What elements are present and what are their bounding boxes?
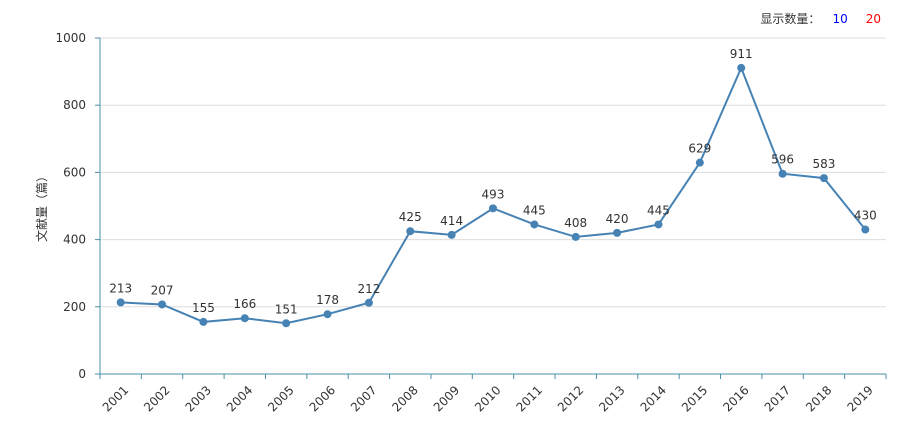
x-tick-label: 2008 (389, 383, 420, 414)
data-label: 178 (316, 293, 339, 307)
x-tick-label: 2003 (183, 383, 214, 414)
x-tick-label: 2006 (307, 383, 338, 414)
x-tick-label: 2001 (100, 383, 131, 414)
data-label: 425 (399, 210, 422, 224)
data-point[interactable] (447, 230, 456, 239)
data-label: 493 (482, 187, 505, 201)
data-label: 583 (812, 157, 835, 171)
y-tick-label: 400 (63, 233, 86, 247)
x-tick-label: 2005 (265, 383, 296, 414)
grid-lines (100, 37, 886, 308)
data-point[interactable] (116, 298, 125, 307)
data-point[interactable] (819, 174, 828, 183)
data-label: 596 (771, 153, 794, 167)
y-tick-label: 800 (63, 98, 86, 112)
x-tick-label: 2019 (844, 383, 875, 414)
data-series (116, 63, 870, 328)
data-point[interactable] (778, 169, 787, 178)
y-tick-label: 0 (78, 367, 86, 381)
display-count-option-20[interactable]: 20 (865, 11, 881, 26)
data-point[interactable] (654, 220, 663, 229)
data-label: 155 (192, 301, 215, 315)
data-point[interactable] (737, 63, 746, 72)
x-tick-label: 2012 (555, 383, 586, 414)
x-tick-label: 2017 (762, 383, 793, 414)
data-label: 414 (440, 214, 463, 228)
y-axis-title: 文献量（篇） (34, 170, 49, 242)
data-point[interactable] (861, 225, 870, 234)
data-label: 629 (688, 142, 711, 156)
data-point[interactable] (364, 298, 373, 307)
display-count-bar: 显示数量： 10 20 (760, 10, 887, 27)
axes (95, 37, 887, 379)
display-count-option-10[interactable]: 10 (832, 11, 848, 26)
data-label: 445 (523, 203, 546, 217)
x-tick-label: 2011 (513, 383, 544, 414)
data-label: 445 (647, 203, 670, 217)
data-point[interactable] (571, 232, 580, 241)
x-tick-label: 2015 (679, 383, 710, 414)
data-point[interactable] (489, 204, 497, 213)
data-label: 911 (730, 47, 753, 61)
data-label: 213 (109, 281, 132, 295)
display-count-label: 显示数量： (760, 12, 821, 26)
x-tick-label: 2013 (596, 383, 627, 414)
x-tick-label: 2004 (224, 383, 255, 414)
data-label: 408 (564, 216, 587, 230)
y-tick-label: 200 (63, 300, 86, 314)
x-tick-label: 2018 (803, 383, 834, 414)
x-tick-label: 2010 (472, 383, 503, 414)
data-label: 166 (233, 297, 256, 311)
data-point[interactable] (406, 227, 415, 236)
data-labels: 213 207 155 166 151 178 212 425 414 493 445 408 420 4… (109, 47, 877, 316)
x-tick-label: 2016 (720, 383, 751, 414)
y-tick-labels: 0 200 400 600 800 1000 (55, 31, 86, 381)
data-point[interactable] (530, 220, 539, 229)
data-point[interactable] (695, 158, 704, 167)
x-tick-label: 2009 (431, 383, 462, 414)
x-tick-label: 2002 (141, 383, 172, 414)
data-point[interactable] (199, 317, 208, 326)
data-point[interactable] (158, 300, 167, 309)
y-tick-label: 600 (63, 165, 86, 179)
data-label: 212 (357, 282, 380, 296)
data-label: 430 (854, 209, 877, 223)
x-tick-label: 2014 (638, 383, 669, 414)
data-point[interactable] (282, 319, 291, 328)
data-point[interactable] (613, 228, 622, 237)
data-label: 151 (275, 302, 298, 316)
y-tick-label: 1000 (55, 31, 86, 45)
x-tick-labels: 2001 2002 2003 2004 2005 2006 2007 2008 2009 2010… (100, 383, 876, 414)
data-label: 207 (151, 283, 174, 297)
data-point[interactable] (323, 310, 332, 319)
data-label: 420 (606, 212, 629, 226)
data-point[interactable] (240, 314, 249, 323)
x-tick-label: 2007 (348, 383, 379, 414)
